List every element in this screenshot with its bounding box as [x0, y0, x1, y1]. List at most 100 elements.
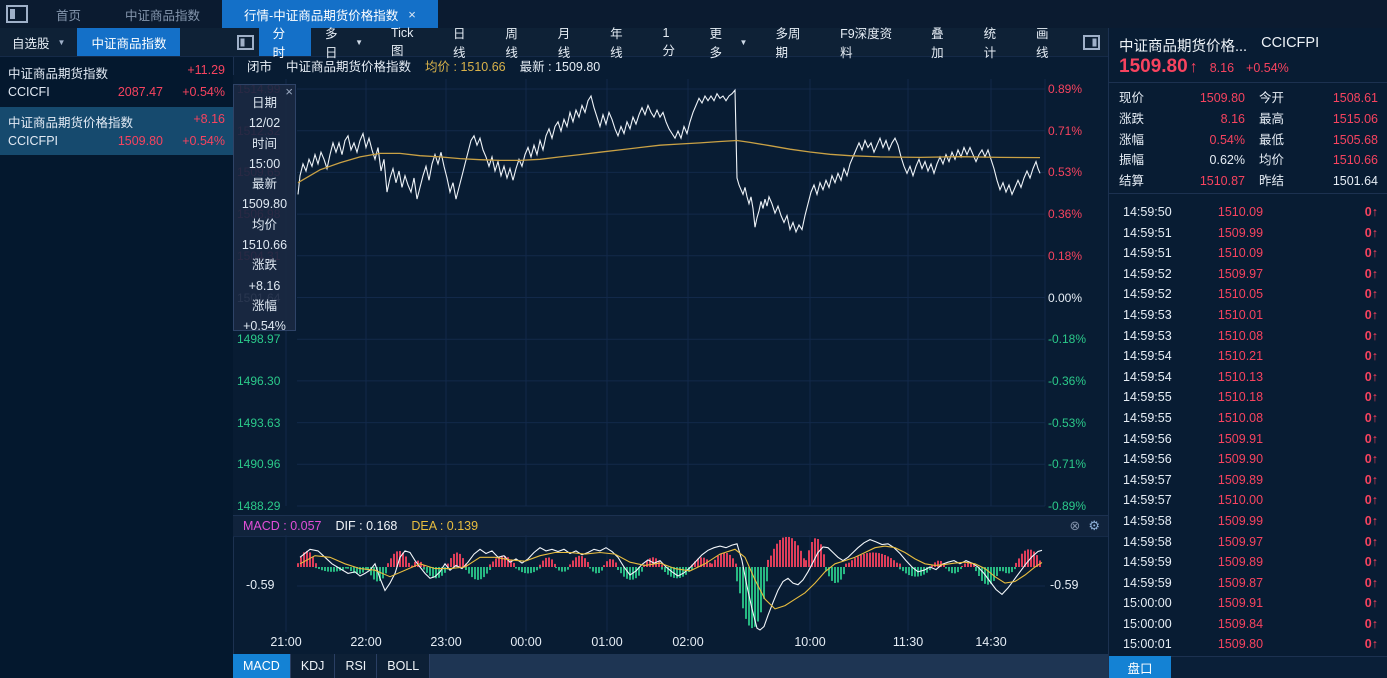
trade-time: 14:59:54 — [1123, 369, 1172, 384]
tooltip-value: 12/02 — [248, 116, 281, 131]
tooltip-value: 1509.80 — [241, 197, 288, 212]
divider — [1109, 193, 1387, 194]
window-layout-icon[interactable] — [0, 0, 34, 28]
period-button-label: Tick图 — [390, 25, 414, 58]
trade-volume-up: 0↑ — [1364, 369, 1378, 384]
field-value: 1509.80 — [1199, 91, 1245, 105]
period-button[interactable]: 1分 — [649, 26, 696, 58]
watchlist-toolbar: 自选股 ▼ 中证商品指数 — [0, 28, 233, 57]
trade-price: 1510.05 — [1217, 287, 1264, 302]
trade-time: 14:59:55 — [1123, 390, 1172, 405]
instrument-change: +11.29 — [187, 63, 225, 77]
watchlist-sidebar: 自选股 ▼ 中证商品指数 中证商品期货指数 +11.29 CCICFI 2087.47… — [0, 28, 234, 678]
trade-price: 1509.91 — [1217, 431, 1264, 446]
chevron-down-icon: ▼ — [57, 37, 66, 47]
trade-time: 14:59:56 — [1123, 431, 1172, 446]
tooltip-label: 均价 — [251, 217, 277, 232]
pct-axis-label: 0.53% — [1048, 165, 1083, 180]
intraday-chart[interactable]: 1514.991512.321509.651506.981504.311501.… — [233, 75, 1108, 515]
trade-time: 15:00:01 — [1123, 637, 1172, 652]
trade-volume-up: 0↑ — [1364, 534, 1378, 549]
instrument-pct: +0.54% — [182, 85, 225, 99]
indicator-tab[interactable]: RSI — [335, 654, 378, 678]
field-label: 涨跌 — [1119, 111, 1145, 126]
collapse-left-panel-icon[interactable] — [233, 28, 259, 56]
trade-volume-up: 0↑ — [1364, 472, 1378, 487]
field-value: 8.16 — [1220, 111, 1245, 126]
crosshair-tooltip: × 日期 12/02 时间 15:00 最新 1509.80 均价 1510.66 涨跌 +8.1… — [233, 84, 296, 333]
trade-volume-up: 0↑ — [1364, 596, 1378, 611]
indicator-settings-icon[interactable]: ⚙ — [1088, 518, 1100, 533]
top-tab[interactable]: 行情-中证商品期货价格指数 × — [222, 0, 438, 28]
field-label: 均价 — [1259, 153, 1285, 168]
trade-price: 1509.89 — [1217, 555, 1264, 570]
depth-button[interactable]: 盘口 — [1109, 656, 1171, 678]
period-button[interactable]: 分时 — [258, 27, 312, 60]
indicator-header: MACD : 0.057 DIF : 0.168 DEA : 0.139 ⊗ ⚙ — [233, 515, 1108, 537]
field-label: 涨幅 — [1119, 132, 1145, 147]
top-tab[interactable]: 首页 — [34, 0, 103, 28]
period-button[interactable]: 多周期 — [761, 27, 826, 60]
chart-status-line: 闭市 中证商品期货价格指数 均价 : 1510.66 最新 : 1509.80 — [233, 56, 1108, 75]
collapse-right-panel-icon[interactable] — [1074, 28, 1108, 56]
tool-button[interactable]: 画线 — [1022, 27, 1074, 60]
time-sales-list[interactable]: 14:59:50 1510.09 0↑ 14:59:51 1509.99 0↑ 14:59:… — [1109, 202, 1387, 655]
indicator-close-icon[interactable]: ⊗ — [1069, 518, 1081, 533]
field-label: 结算 — [1119, 174, 1145, 189]
quote-field-row: 结算 1510.87 昨结 1501.64 — [1109, 171, 1387, 191]
period-button[interactable]: 日线 — [439, 27, 491, 60]
trade-time: 15:00:00 — [1123, 596, 1172, 611]
trade-volume-up: 0↑ — [1364, 493, 1378, 508]
period-button[interactable]: 多日 ▼ — [311, 27, 377, 60]
watchlist-tab-active[interactable]: 中证商品指数 — [77, 28, 181, 56]
pct-axis-label: 0.89% — [1048, 82, 1083, 96]
trade-time: 14:59:58 — [1123, 534, 1172, 549]
tool-button[interactable]: F9深度资料 — [826, 27, 917, 60]
period-button[interactable]: 年线 — [596, 27, 648, 60]
trade-price: 1510.09 — [1217, 205, 1264, 219]
sales-row: 15:00:00 1509.91 0↑ — [1109, 593, 1387, 614]
trade-time: 14:59:51 — [1123, 225, 1172, 240]
time-axis-label: 01:00 — [591, 635, 623, 649]
trade-volume-up: 0↑ — [1364, 349, 1378, 364]
trade-volume-up: 0↑ — [1364, 452, 1378, 467]
period-button-label: 月线 — [557, 27, 571, 60]
top-tab[interactable]: 中证商品指数 — [103, 0, 222, 28]
trade-price: 1510.01 — [1217, 307, 1264, 322]
time-axis: 21:00 22:00 23:00 00:00 01:00 02:00 10:00 11:30… — [233, 632, 1108, 655]
watchlist-group-dropdown[interactable]: 自选股 ▼ — [0, 28, 77, 56]
sales-row: 14:59:53 1510.08 0↑ — [1109, 326, 1387, 347]
tool-button[interactable]: 统计 — [970, 27, 1022, 60]
tooltip-close-icon[interactable]: × — [285, 84, 293, 99]
trade-time: 14:59:57 — [1123, 472, 1172, 487]
panel-bottom-bar — [1171, 656, 1387, 678]
watchlist-item[interactable]: 中证商品期货指数 +11.29 CCICFI 2087.47 +0.54% — [0, 58, 233, 106]
market-status: 闭市 — [247, 60, 273, 74]
sales-row: 14:59:52 1510.05 0↑ — [1109, 284, 1387, 305]
price-axis-label: 1488.29 — [237, 499, 281, 513]
field-value: 0.54% — [1209, 132, 1245, 147]
time-axis-label: 02:00 — [672, 635, 704, 649]
watchlist-item[interactable]: 中证商品期货价格指数 +8.16 CCICFPI 1509.80 +0.54% — [0, 107, 233, 155]
dea-value: DEA : 0.139 — [411, 519, 479, 533]
tab-close-icon[interactable]: × — [408, 6, 416, 22]
instrument-pct: +0.54% — [182, 134, 225, 148]
period-button[interactable]: 周线 — [491, 27, 543, 60]
trade-volume-up: 0↑ — [1364, 555, 1378, 570]
divider — [1109, 82, 1387, 83]
period-button[interactable]: 月线 — [544, 27, 596, 60]
macd-chart[interactable] — [233, 535, 1108, 632]
sales-row: 14:59:53 1510.01 0↑ — [1109, 305, 1387, 326]
indicator-tab[interactable]: KDJ — [290, 654, 336, 678]
period-button-label: 日线 — [453, 27, 466, 60]
period-button[interactable]: Tick图 — [377, 25, 439, 58]
field-value: 0.62% — [1209, 153, 1245, 168]
instrument-code: CCICFI — [8, 85, 50, 99]
trade-volume-up: 0↑ — [1364, 410, 1378, 425]
period-button[interactable]: 更多 ▼ — [696, 27, 762, 60]
indicator-tab[interactable]: BOLL — [377, 654, 431, 678]
trade-time: 14:59:53 — [1123, 328, 1172, 343]
tool-button[interactable]: 叠加 — [917, 27, 969, 60]
quote-title: 中证商品期货价格... — [1119, 39, 1248, 55]
indicator-tab[interactable]: MACD — [233, 654, 291, 678]
